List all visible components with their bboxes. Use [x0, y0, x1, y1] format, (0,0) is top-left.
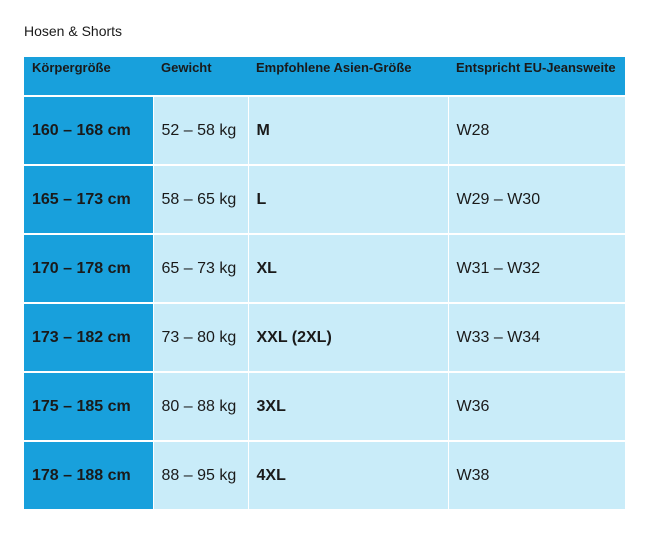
title: Hosen & Shorts [24, 23, 123, 39]
table-cell: XL [247, 233, 448, 303]
table-cell: 65 – 73 kg [152, 233, 248, 303]
table-cell: W31 – W32 [447, 233, 625, 303]
table-cell: 165 – 173 cm [24, 164, 153, 234]
table-cell: W28 [447, 95, 625, 165]
table-row: 160 – 168 cm 52 – 58 kg M W28 [24, 95, 625, 165]
table-cell: 4XL [247, 440, 448, 509]
table-row: 165 – 173 cm 58 – 65 kg L W29 – W30 [24, 164, 625, 234]
table-cell: 52 – 58 kg [152, 95, 248, 165]
table-cell: W38 [447, 440, 625, 509]
table-cell: W33 – W34 [447, 302, 625, 372]
table-cell: 160 – 168 cm [24, 95, 153, 165]
table-row: 178 – 188 cm 88 – 95 kg 4XL W38 [24, 440, 625, 509]
column-header: Entspricht EU-Jeansweite [448, 57, 625, 96]
column-header: Gewicht [153, 57, 248, 96]
table-row: 170 – 178 cm 65 – 73 kg XL W31 – W32 [24, 233, 625, 303]
table-cell: 175 – 185 cm [24, 371, 153, 441]
table-cell: 73 – 80 kg [152, 302, 248, 372]
table-cell: W29 – W30 [447, 164, 625, 234]
table-row: 175 – 185 cm 80 – 88 kg 3XL W36 [24, 371, 625, 441]
table-cell: 3XL [247, 371, 448, 441]
table-row: 173 – 182 cm 73 – 80 kg XXL (2XL) W33 – W34 [24, 302, 625, 372]
table-body: 160 – 168 cm 52 – 58 kg M W28 165 – 173 cm 58… [24, 95, 625, 509]
table-cell: 170 – 178 cm [24, 233, 153, 303]
table-cell: 80 – 88 kg [152, 371, 248, 441]
table-cell: XXL (2XL) [247, 302, 448, 372]
column-header: Empfohlene Asien-Größe [248, 57, 448, 96]
table-cell: L [247, 164, 448, 234]
table-cell: W36 [447, 371, 625, 441]
column-header: Körpergröße [24, 57, 153, 96]
table-cell: 58 – 65 kg [152, 164, 248, 234]
size-table: Körpergröße Gewicht Empfohlene Asien-Größe… [24, 57, 625, 509]
table-cell: 178 – 188 cm [24, 440, 153, 509]
header-row: Körpergröße Gewicht Empfohlene Asien-Größe… [24, 57, 625, 96]
table-cell: 173 – 182 cm [24, 302, 153, 372]
table-cell: M [247, 95, 448, 165]
table-cell: 88 – 95 kg [152, 440, 248, 509]
